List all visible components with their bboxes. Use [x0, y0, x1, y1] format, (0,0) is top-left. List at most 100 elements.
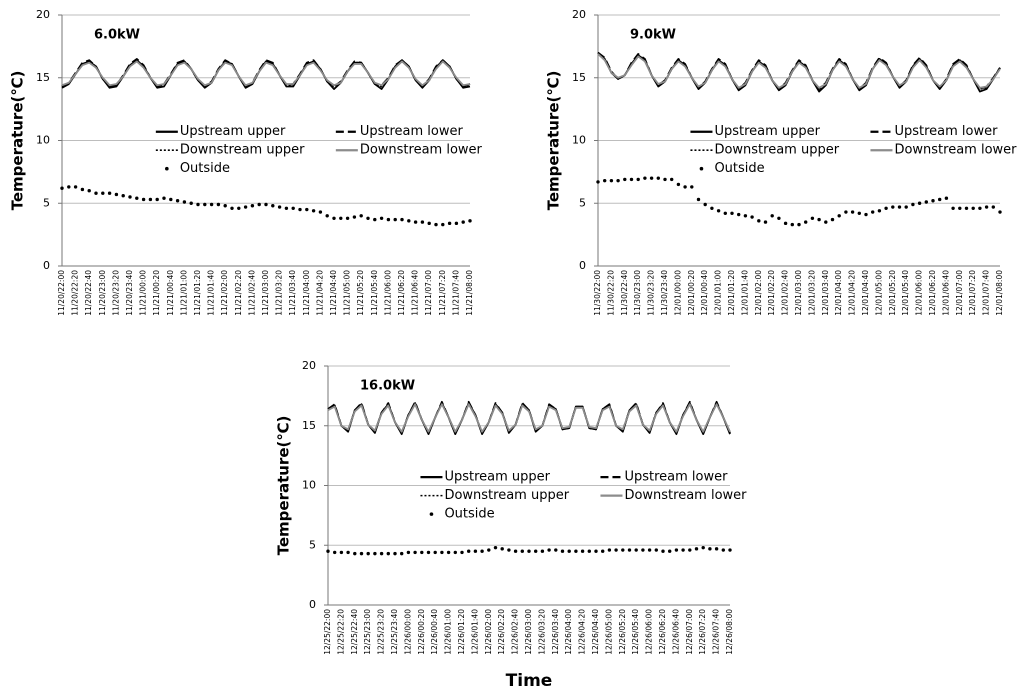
data-point [911, 202, 915, 207]
data-point [674, 548, 679, 552]
panel-label: 16.0kW [360, 379, 415, 394]
data-point [817, 217, 821, 222]
data-point [877, 209, 882, 213]
data-point [790, 222, 794, 227]
x-tick-label: 11/21/01:40 [207, 270, 216, 316]
data-point [763, 220, 768, 224]
x-tick-label: 12/01/02:00 [754, 270, 763, 316]
x-tick-label: 11/21/06:40 [411, 270, 420, 316]
panel-label: 9.0kW [630, 28, 676, 43]
legend-label: Upstream upper [714, 124, 820, 139]
data-point [480, 549, 484, 553]
data-point [359, 214, 363, 218]
x-tick-label: 12/26/00:20 [417, 609, 426, 655]
data-point [359, 551, 364, 556]
data-point [596, 180, 600, 184]
data-point [237, 206, 241, 210]
x-tick-label: 11/21/08:00 [465, 270, 474, 316]
data-point [473, 549, 478, 553]
data-point [493, 545, 498, 550]
data-point [991, 205, 995, 209]
x-tick-label: 12/01/02:40 [781, 270, 790, 316]
x-tick-label: 12/01/01:40 [740, 270, 749, 316]
data-point [305, 207, 309, 212]
x-tick-label: 12/26/03:20 [537, 609, 546, 655]
y-tick-label: 5 [579, 196, 586, 209]
legend-label: Downstream upper [444, 488, 569, 503]
data-point [656, 176, 660, 180]
legend-label: Upstream lower [360, 124, 464, 139]
data-point [339, 550, 344, 555]
legend-label: Downstream lower [360, 143, 483, 158]
data-point [690, 185, 694, 189]
x-tick-label: 12/01/00:00 [673, 270, 682, 316]
x-tick-label: 11/20/23:20 [111, 270, 120, 316]
data-point [230, 206, 234, 210]
data-point [284, 206, 289, 210]
x-tick-label: 11/30/22:20 [606, 270, 615, 316]
data-point [400, 551, 404, 556]
data-point [560, 549, 565, 553]
data-point [743, 214, 748, 218]
x-tick-label: 11/21/03:00 [261, 270, 270, 316]
x-tick-label: 11/20/23:00 [98, 270, 107, 316]
data-point [175, 199, 180, 203]
data-point [609, 178, 614, 183]
data-point [413, 220, 418, 224]
y-tick-label: 20 [302, 359, 316, 372]
y-axis-title: Temperature(℃) [9, 71, 27, 211]
data-point [864, 212, 868, 217]
y-tick-label: 15 [572, 71, 586, 84]
x-tick-label: 12/01/03:20 [807, 270, 816, 316]
data-point [427, 221, 431, 226]
data-point [661, 549, 665, 553]
x-tick-label: 11/21/06:00 [383, 270, 392, 316]
data-point [393, 551, 397, 556]
data-point [594, 549, 598, 553]
data-point [730, 211, 734, 215]
x-tick-label: 11/21/06:20 [397, 270, 406, 316]
x-tick-label: 12/26/07:20 [698, 609, 707, 655]
x-tick-label: 11/30/23:40 [660, 270, 669, 316]
x-tick-label: 12/01/05:00 [874, 270, 883, 316]
data-point [440, 550, 444, 555]
x-tick-label: 11/21/04:00 [302, 270, 311, 316]
series-line [327, 403, 731, 433]
x-tick-label: 12/01/03:00 [794, 270, 803, 316]
series-line [597, 53, 1001, 89]
x-tick-label: 12/26/07:00 [685, 609, 694, 655]
x-tick-label: 12/26/05:40 [631, 609, 640, 655]
data-point [984, 205, 989, 209]
data-point [728, 548, 732, 552]
x-tick-label: 12/26/06:40 [671, 609, 680, 655]
data-point [162, 196, 166, 200]
data-point [676, 182, 681, 187]
x-tick-label: 12/26/06:20 [658, 609, 667, 655]
data-point [467, 549, 471, 553]
data-point [703, 202, 707, 207]
data-point [723, 211, 727, 215]
data-point [636, 177, 640, 182]
x-tick-label: 12/01/07:00 [955, 270, 964, 316]
data-point [710, 206, 714, 210]
data-point [333, 550, 337, 555]
data-point [694, 547, 699, 551]
data-point [547, 548, 551, 552]
x-tick-label: 12/26/01:40 [470, 609, 479, 655]
x-tick-label: 12/26/01:20 [457, 609, 466, 655]
x-tick-label: 12/01/08:00 [995, 270, 1004, 316]
data-point [454, 221, 459, 226]
data-point [824, 220, 828, 224]
data-point [406, 550, 411, 555]
x-tick-label: 11/21/00:40 [166, 270, 175, 316]
x-tick-label: 12/26/05:20 [618, 609, 627, 655]
data-point [400, 217, 404, 222]
data-point [897, 205, 902, 209]
data-point [721, 548, 725, 552]
data-point [379, 216, 384, 221]
data-point [386, 217, 391, 222]
data-point [346, 550, 350, 555]
data-point [500, 547, 504, 551]
data-point [460, 550, 464, 555]
data-point [601, 549, 605, 553]
